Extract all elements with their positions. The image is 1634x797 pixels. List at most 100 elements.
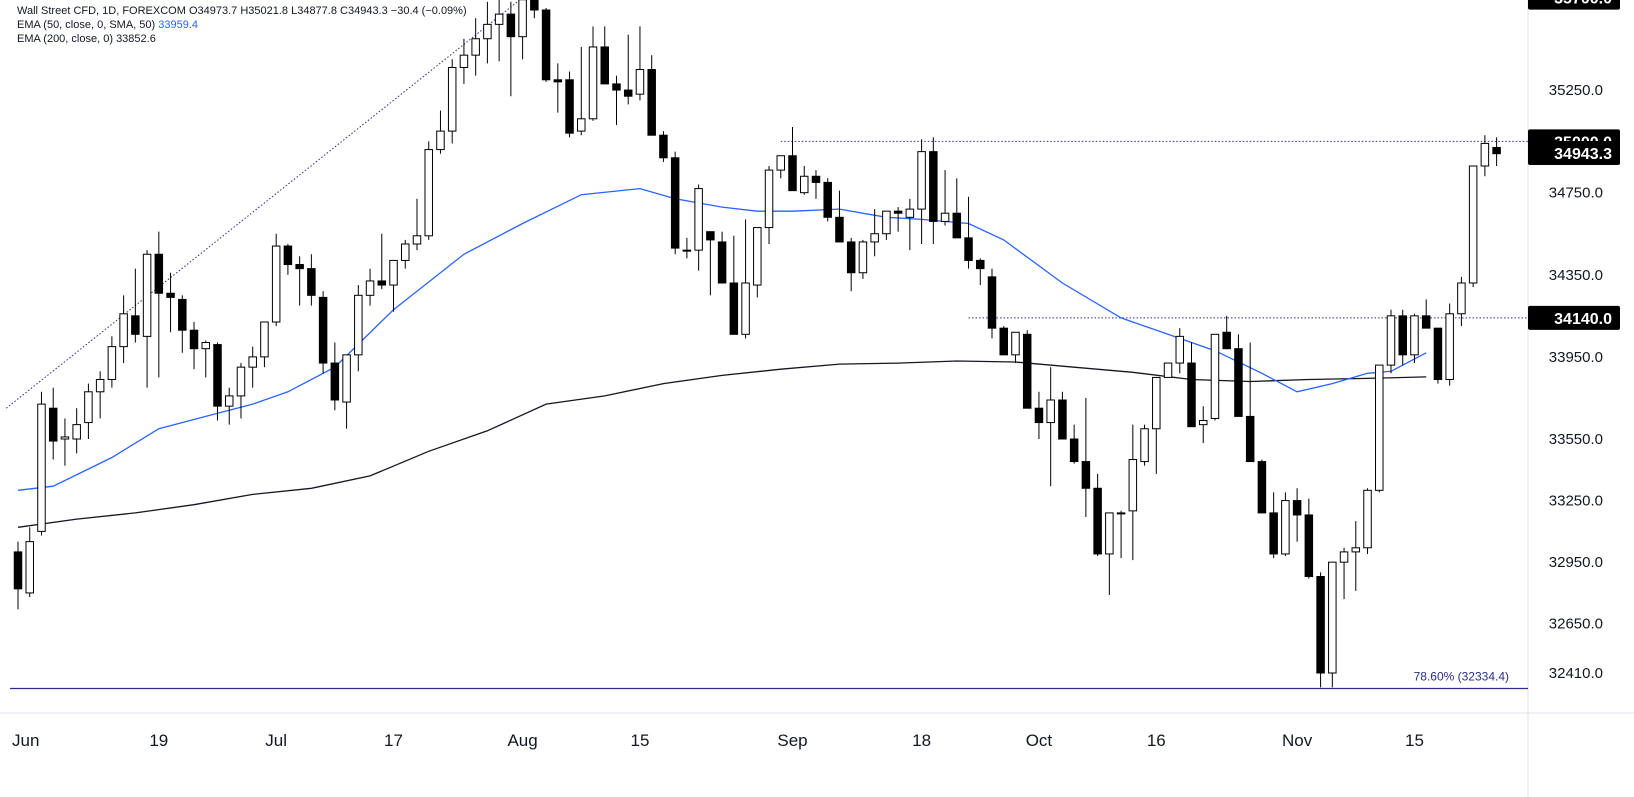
- candle-body: [1222, 331, 1231, 350]
- candle-body: [60, 436, 70, 440]
- x-tick-label: 15: [1405, 731, 1424, 750]
- candle-body: [788, 155, 797, 192]
- candle-body: [1304, 514, 1314, 578]
- candle-body: [1363, 489, 1372, 549]
- candle-body: [201, 342, 211, 350]
- candle-body: [142, 253, 152, 337]
- candle-body: [764, 169, 774, 229]
- candle-body: [577, 118, 586, 132]
- candle-body: [870, 233, 879, 243]
- y-tick-label: 33550.0: [1549, 431, 1603, 448]
- candle-body: [1022, 333, 1032, 409]
- legend-ema50-row: EMA (50, close, 0, SMA, 50) 33959.4: [17, 18, 467, 32]
- candle-body: [248, 356, 257, 368]
- candle-body: [178, 298, 187, 331]
- candle-body: [987, 276, 997, 329]
- candle-body: [1187, 362, 1196, 428]
- x-tick-label: Nov: [1282, 731, 1313, 750]
- candle-body: [1339, 551, 1349, 563]
- candle-body: [1398, 315, 1407, 356]
- candle-body: [295, 264, 304, 270]
- chart-legend: Wall Street CFD, 1D, FOREXCOM O34973.7 H…: [17, 4, 467, 46]
- candle-body: [565, 79, 574, 134]
- y-tick-label: 33950.0: [1549, 349, 1603, 366]
- candle-body: [330, 362, 340, 401]
- candle-body: [37, 403, 46, 532]
- candle-body: [835, 216, 844, 243]
- y-tick-label: 35250.0: [1549, 82, 1603, 99]
- x-tick-label: 18: [912, 731, 931, 750]
- candle-body: [1175, 335, 1185, 364]
- candle-body: [447, 66, 457, 132]
- candle-body: [131, 315, 140, 335]
- candle-body: [940, 212, 950, 222]
- candle-body: [623, 89, 633, 97]
- candle-body: [1058, 399, 1067, 440]
- candle-body: [1421, 315, 1431, 329]
- candle-body: [823, 181, 832, 218]
- candle-body: [1269, 512, 1278, 555]
- candle-body: [753, 227, 762, 286]
- candle-body: [917, 151, 926, 210]
- legend-symbol-row: Wall Street CFD, 1D, FOREXCOM O34973.7 H…: [17, 4, 467, 18]
- candle-body: [84, 391, 93, 424]
- candle-body: [717, 241, 727, 284]
- legend-ema200-value: 33852.6: [116, 33, 156, 45]
- candle-body: [1093, 487, 1102, 555]
- candle-body: [1245, 415, 1255, 463]
- y-tick-label: 33250.0: [1549, 493, 1603, 510]
- candle-body: [412, 235, 422, 245]
- candle-body: [1328, 561, 1337, 674]
- candle-body: [541, 9, 551, 81]
- candle-body: [1410, 315, 1419, 356]
- y-tick-label: 34350.0: [1549, 267, 1603, 284]
- candle-body: [729, 282, 739, 335]
- candle-body: [1386, 315, 1396, 366]
- candle-body: [1375, 364, 1384, 491]
- candle-body: [13, 551, 23, 590]
- y-tick-label: 32650.0: [1549, 616, 1603, 633]
- candle-body: [964, 237, 973, 261]
- legend-ema200-label: EMA (200, close, 0): [17, 33, 113, 45]
- y-tick-label: 32410.0: [1549, 665, 1603, 682]
- candle-body: [119, 313, 128, 348]
- candle-body: [72, 424, 81, 440]
- candle-body: [530, 0, 539, 11]
- candle-body: [95, 378, 105, 393]
- trendline: [5, 0, 521, 409]
- candle-body: [1433, 327, 1443, 380]
- candle-body: [1445, 313, 1454, 380]
- candle-body: [905, 208, 915, 218]
- candle-body: [236, 366, 246, 397]
- candle-body: [25, 541, 34, 594]
- candle-body: [1198, 420, 1208, 426]
- candle-body: [1034, 407, 1044, 424]
- candle-body: [436, 130, 445, 151]
- candle-body: [424, 149, 433, 237]
- x-tick-label: Sep: [777, 731, 807, 750]
- candle-body: [1492, 147, 1501, 155]
- candle-body: [307, 268, 316, 296]
- candle-body: [48, 407, 58, 442]
- candle-body: [107, 346, 117, 380]
- candle-body: [694, 188, 703, 251]
- candle-body: [976, 259, 985, 270]
- candle-body: [1316, 576, 1325, 674]
- ema50-line: [17, 187, 1427, 491]
- candle-body: [1292, 500, 1302, 516]
- candle-body: [494, 13, 504, 25]
- candle-body: [858, 241, 868, 274]
- candle-body: [1457, 282, 1466, 315]
- candle-body: [459, 54, 469, 68]
- candle-body: [166, 292, 175, 298]
- candle-body: [1480, 142, 1490, 167]
- last-price-badge-bg: [1528, 141, 1620, 166]
- candle-body: [600, 46, 609, 85]
- candle-body: [1046, 399, 1055, 424]
- candle-body: [659, 134, 668, 159]
- candle-body: [635, 69, 645, 95]
- candle-body: [893, 210, 903, 214]
- price-level-badge-bg: [1528, 0, 1620, 10]
- candle-body: [401, 243, 410, 261]
